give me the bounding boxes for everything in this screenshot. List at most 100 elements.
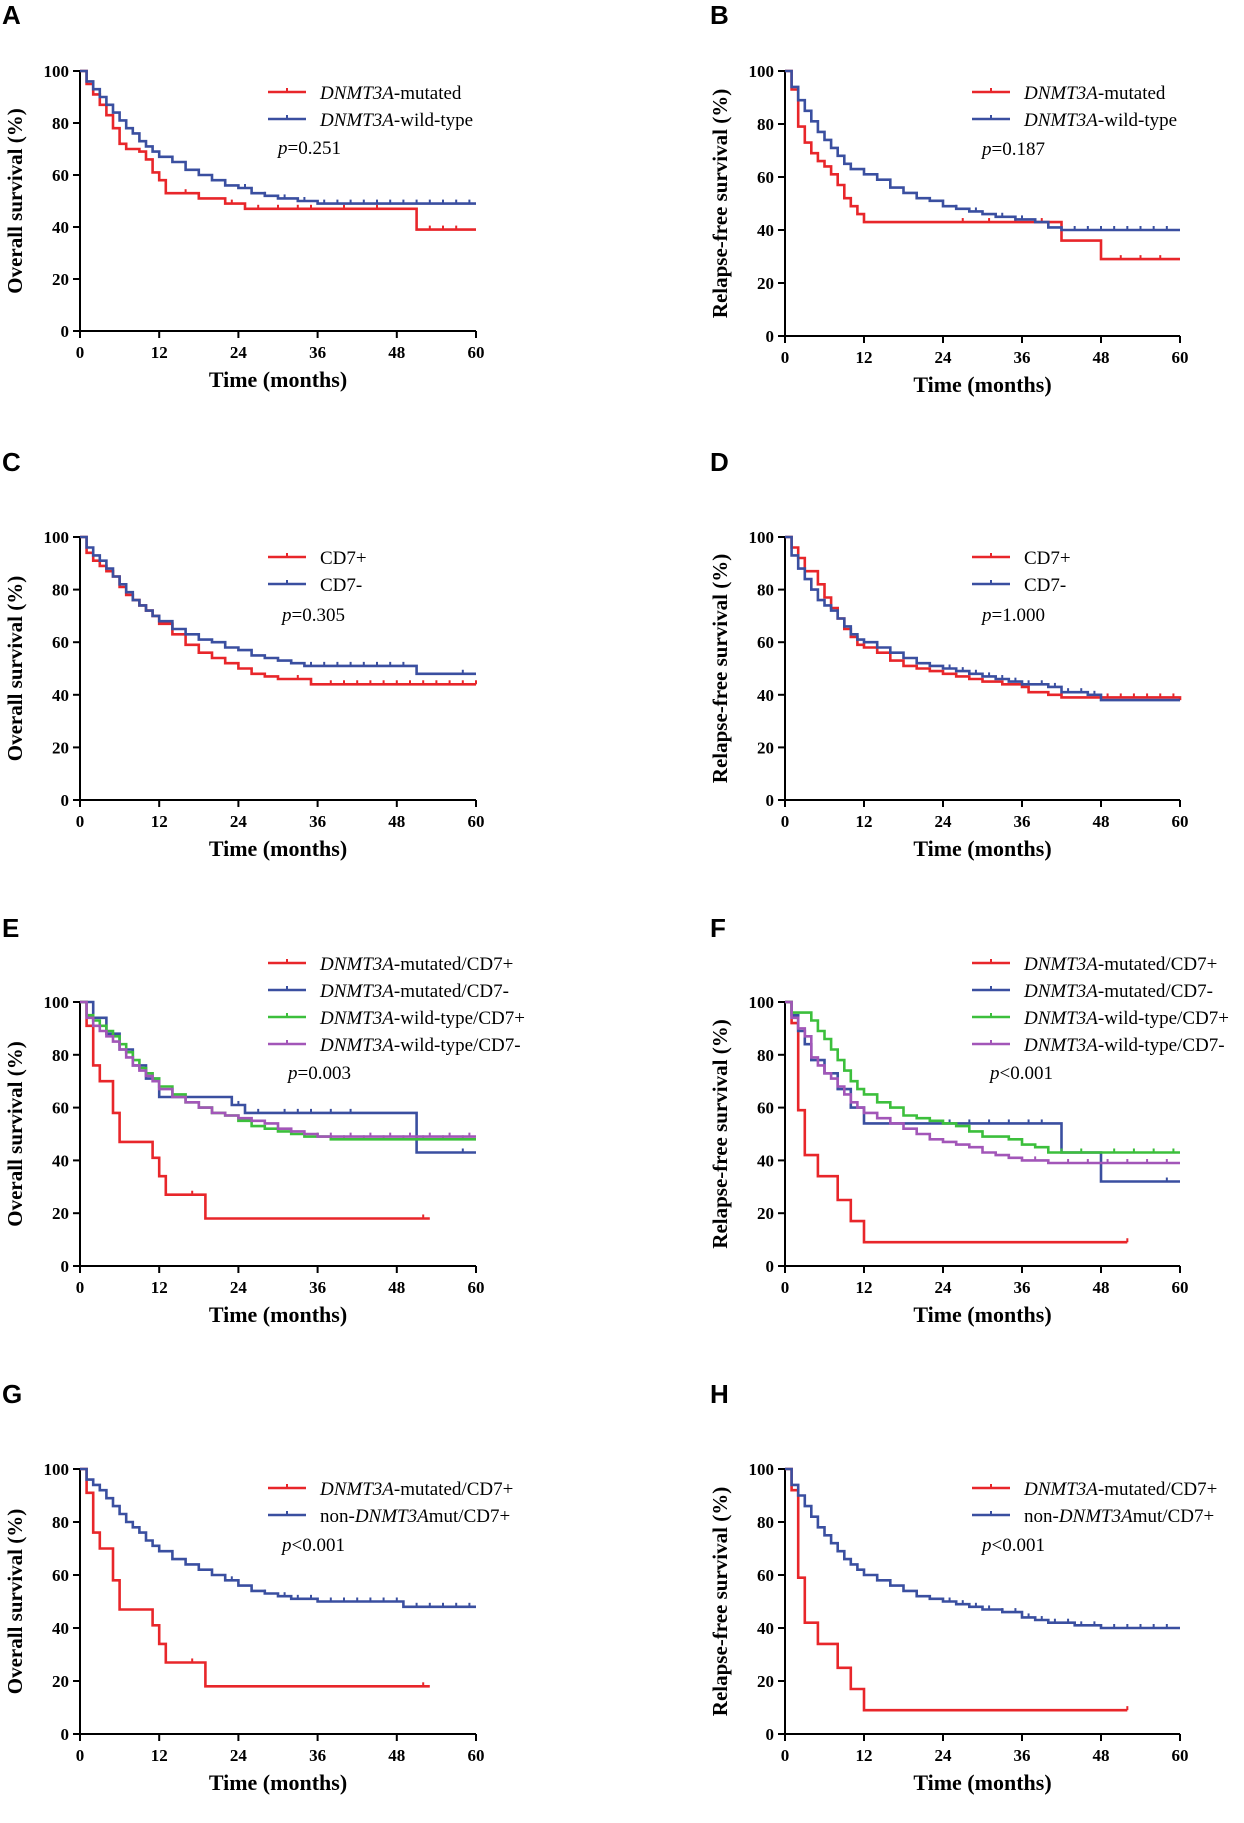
x-tick-label: 36 bbox=[1014, 348, 1031, 367]
legend-entry-blue: non-DNMT3Amut/CD7+ bbox=[1024, 1506, 1214, 1527]
x-tick-label: 0 bbox=[76, 812, 85, 831]
p-value: p=0.003 bbox=[286, 1063, 351, 1084]
p-value: p=0.305 bbox=[280, 605, 345, 626]
legend-text-part: -mutated/CD7+ bbox=[394, 1479, 513, 1500]
y-tick-label: 80 bbox=[52, 1513, 69, 1532]
legend-entry-purple: DNMT3A-wild-type/CD7- bbox=[1023, 1035, 1225, 1056]
km-curve-red bbox=[80, 535, 476, 686]
x-tick-label: 12 bbox=[151, 343, 168, 362]
legend-text-part: DNMT3A bbox=[319, 110, 394, 131]
y-tick-label: 60 bbox=[757, 1566, 774, 1585]
x-tick-label: 60 bbox=[1172, 1278, 1189, 1297]
x-axis-label: Time (months) bbox=[209, 1302, 347, 1327]
legend-text-part: DNMT3A bbox=[319, 83, 394, 104]
x-tick-label: 0 bbox=[76, 1746, 85, 1765]
panel-letter-h: H bbox=[710, 1379, 729, 1409]
x-tick-label: 48 bbox=[1093, 812, 1110, 831]
x-axis-label: Time (months) bbox=[913, 1302, 1051, 1327]
y-tick-label: 20 bbox=[757, 274, 774, 293]
x-tick-label: 60 bbox=[468, 1746, 485, 1765]
km-curve-red bbox=[785, 69, 1180, 261]
y-tick-label: 80 bbox=[757, 581, 774, 600]
x-tick-label: 36 bbox=[309, 343, 326, 362]
legend-text-part: DNMT3A bbox=[319, 954, 394, 975]
p-symbol: p bbox=[280, 605, 292, 626]
x-tick-label: 24 bbox=[230, 1746, 248, 1765]
legend-entry-blue: DNMT3A-wild-type bbox=[1023, 110, 1177, 131]
x-tick-label: 24 bbox=[935, 1746, 953, 1765]
y-axis-label: Relapse-free survival (%) bbox=[708, 89, 732, 318]
legend-entry-red: DNMT3A-mutated/CD7+ bbox=[319, 954, 513, 975]
y-tick-label: 40 bbox=[757, 686, 774, 705]
legend-text-part: DNMT3A bbox=[1023, 1035, 1098, 1056]
legend-text-part: CD7- bbox=[1024, 575, 1066, 596]
x-tick-label: 12 bbox=[856, 348, 873, 367]
legend-text-part: DNMT3A bbox=[1058, 1506, 1133, 1527]
p-number: =1.000 bbox=[992, 605, 1045, 626]
legend-text-part: DNMT3A bbox=[1023, 1479, 1098, 1500]
p-symbol: p bbox=[280, 1535, 292, 1556]
km-curve-blue bbox=[80, 1000, 476, 1154]
y-tick-label: 0 bbox=[766, 1725, 775, 1744]
legend-text-part: -mutated/CD7- bbox=[1098, 981, 1213, 1002]
x-axis-label: Time (months) bbox=[209, 367, 347, 392]
km-curve-blue bbox=[785, 535, 1180, 702]
y-tick-label: 60 bbox=[757, 168, 774, 187]
x-tick-label: 36 bbox=[309, 1278, 326, 1297]
y-axis-label: Relapse-free survival (%) bbox=[708, 1019, 732, 1248]
legend-entry-red: DNMT3A-mutated/CD7+ bbox=[1023, 954, 1217, 975]
legend-text-part: -wild-type bbox=[394, 110, 473, 131]
y-tick-label: 100 bbox=[749, 993, 775, 1012]
x-tick-label: 36 bbox=[309, 1746, 326, 1765]
km-curve-blue bbox=[785, 69, 1180, 232]
legend-text-part: -mutated/CD7+ bbox=[1098, 954, 1217, 975]
legend-text-part: -mutated bbox=[1098, 83, 1166, 104]
panel-b: B 0 20 40 60 80 100 0 12 24 36 48 60 Time (months) Rel… bbox=[708, 0, 1189, 397]
y-tick-label: 0 bbox=[61, 1725, 70, 1744]
x-tick-label: 48 bbox=[1093, 348, 1110, 367]
km-curve-red bbox=[785, 535, 1182, 701]
p-symbol: p bbox=[980, 605, 992, 626]
p-number: <0.001 bbox=[292, 1535, 345, 1556]
y-tick-label: 100 bbox=[749, 1460, 775, 1479]
legend-text-part: DNMT3A bbox=[1023, 981, 1098, 1002]
panel-letter-f: F bbox=[710, 913, 726, 943]
panel-d: D 0 20 40 60 80 100 0 12 24 36 48 60 Time (months) Rel… bbox=[708, 447, 1189, 861]
x-tick-label: 12 bbox=[151, 812, 168, 831]
y-tick-label: 40 bbox=[757, 1151, 774, 1170]
legend-text-part: DNMT3A bbox=[354, 1506, 429, 1527]
y-tick-label: 0 bbox=[766, 1257, 775, 1276]
x-tick-label: 24 bbox=[935, 1278, 953, 1297]
y-tick-label: 0 bbox=[766, 327, 775, 346]
x-tick-label: 60 bbox=[1172, 812, 1189, 831]
y-tick-label: 100 bbox=[44, 62, 70, 81]
panel-c: C 0 20 40 60 80 100 0 12 24 36 48 60 Time (months) Ove… bbox=[2, 447, 485, 861]
legend-text-part: DNMT3A bbox=[1023, 1008, 1098, 1029]
legend-entry-blue: CD7- bbox=[1024, 575, 1066, 596]
legend-text-part: CD7- bbox=[320, 575, 362, 596]
y-axis-label: Overall survival (%) bbox=[3, 576, 27, 761]
x-tick-label: 24 bbox=[935, 812, 953, 831]
y-tick-label: 20 bbox=[52, 738, 69, 757]
p-value: p=1.000 bbox=[980, 605, 1045, 626]
x-tick-label: 0 bbox=[781, 348, 790, 367]
x-tick-label: 60 bbox=[468, 1278, 485, 1297]
legend-text-part: -mutated/CD7+ bbox=[1098, 1479, 1217, 1500]
y-tick-label: 60 bbox=[52, 1099, 69, 1118]
y-tick-label: 20 bbox=[52, 270, 69, 289]
y-tick-label: 80 bbox=[757, 115, 774, 134]
km-curve-blue bbox=[80, 535, 476, 676]
legend-text-part: -wild-type/CD7- bbox=[394, 1035, 521, 1056]
y-tick-label: 0 bbox=[61, 1257, 70, 1276]
x-tick-label: 48 bbox=[1093, 1746, 1110, 1765]
panel-a: A 0 20 40 60 80 100 0 12 24 36 48 60 Time (months) Ove… bbox=[2, 0, 485, 392]
panel-letter-b: B bbox=[710, 0, 729, 30]
legend-entry-purple: DNMT3A-wild-type/CD7- bbox=[319, 1035, 521, 1056]
legend-entry-red: DNMT3A-mutated/CD7+ bbox=[1023, 1479, 1217, 1500]
legend-text-part: DNMT3A bbox=[319, 1035, 394, 1056]
y-tick-label: 0 bbox=[61, 791, 70, 810]
legend-entry-red: DNMT3A-mutated bbox=[319, 83, 462, 104]
km-curve-blue bbox=[80, 1467, 476, 1609]
y-tick-label: 20 bbox=[757, 1204, 774, 1223]
legend-entry-blue: CD7- bbox=[320, 575, 362, 596]
